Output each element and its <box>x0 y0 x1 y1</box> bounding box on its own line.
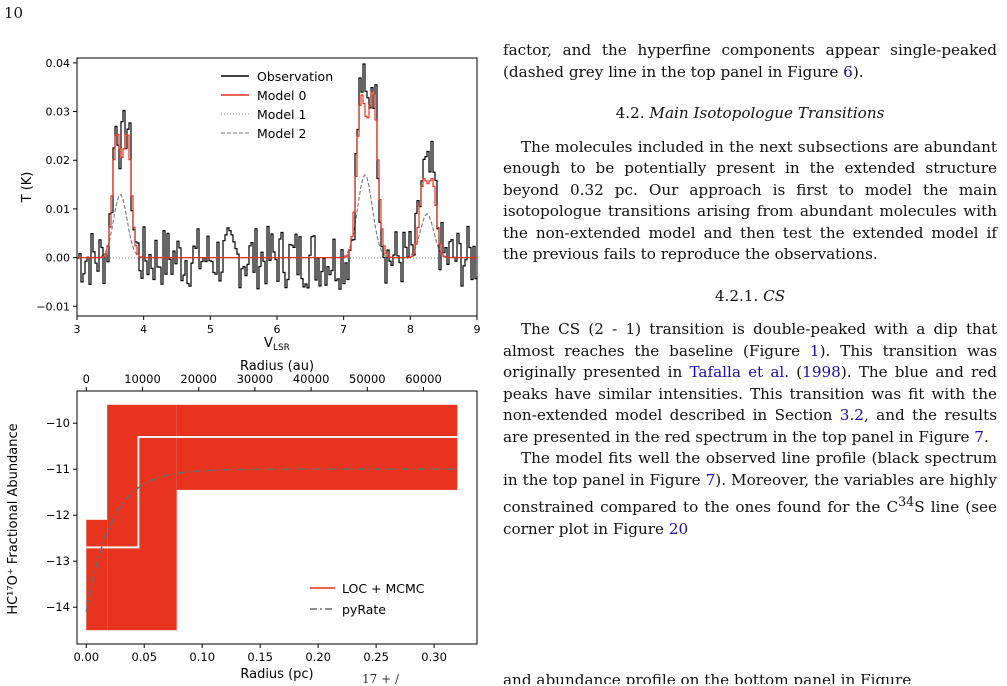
paragraph-1: The molecules included in the next subse… <box>503 137 997 264</box>
bottom-y-label: HC¹⁷O⁺ Fractional Abundance <box>6 423 21 614</box>
top-x-label: VLSR <box>264 336 290 353</box>
paragraph-3-cut-line: and abundance profile on the bottom pane… <box>503 671 912 684</box>
bottom-x-label: Radius (pc) <box>240 667 313 682</box>
legend-loc-mcmc: LOC + MCMC <box>342 581 425 596</box>
top-y-tick-label: 0.04 <box>46 57 71 70</box>
bottom-y-tick-label: −14 <box>46 600 70 614</box>
band-segment <box>86 519 108 631</box>
model-0-line <box>77 91 477 259</box>
bottom-top-tick-label: 50000 <box>349 372 386 386</box>
bottom-top-tick-label: 30000 <box>237 372 274 386</box>
top-legend: Observation Model 0 Model 1 Model 2 <box>221 69 333 141</box>
link-figure-20[interactable]: 20 <box>668 519 689 538</box>
link-1998[interactable]: 1998 <box>802 363 841 381</box>
legend-model-1: Model 1 <box>257 107 306 122</box>
link-figure-6[interactable]: 6 <box>843 62 853 81</box>
bottom-y-ticks: −10 −11 −12 −13 −14 <box>46 416 77 614</box>
bottom-top-tick-label: 40000 <box>293 372 330 386</box>
model-2-line <box>77 173 477 259</box>
legend-pyrate: pyRate <box>342 602 386 617</box>
top-y-tick-label: 0.00 <box>46 252 71 265</box>
top-x-ticks: 3 4 5 6 7 8 9 <box>74 316 481 336</box>
top-y-tick-label: 0.02 <box>46 154 71 167</box>
bottom-legend: LOC + MCMC pyRate <box>310 581 425 617</box>
link-section-3-2[interactable]: 3.2 <box>839 406 864 424</box>
bottom-y-tick-label: −12 <box>46 508 70 522</box>
pyrate-line <box>85 468 458 612</box>
bottom-y-tick-label: −11 <box>46 462 70 476</box>
figure-caption-cut: 17 + / <box>362 672 399 686</box>
link-tafalla[interactable]: Tafalla et al. <box>689 363 790 381</box>
bottom-x-tick-label: 0.15 <box>247 650 273 664</box>
link-figure-7[interactable]: 7 <box>974 427 984 446</box>
top-x-tick-label: 8 <box>407 323 414 336</box>
top-x-tick-label: 5 <box>207 323 214 336</box>
bottom-y-tick-label: −13 <box>46 554 70 568</box>
link-figure-1[interactable]: 1 <box>809 341 820 360</box>
bottom-x-tick-label: 0.00 <box>73 650 99 664</box>
bottom-x-tick-label: 0.25 <box>363 650 389 664</box>
bottom-x-tick-label: 0.05 <box>131 650 157 664</box>
bottom-top-ticks: 0 10000 20000 30000 40000 50000 60000 <box>83 372 442 391</box>
bottom-panel: Radius (au) −10 −11 −12 −13 −14 0.00 0.05 0.10… <box>6 359 478 682</box>
top-y-tick-label: 0.01 <box>46 203 71 216</box>
top-x-tick-label: 9 <box>474 323 481 336</box>
top-y-tick-label: −0.01 <box>36 300 70 313</box>
bottom-top-axis-label: Radius (au) <box>240 359 314 374</box>
bottom-top-tick-label: 20000 <box>180 372 217 386</box>
bottom-top-tick-label: 60000 <box>405 372 442 386</box>
loc-mcmc-line <box>86 436 458 549</box>
bottom-plot-frame <box>76 390 478 645</box>
text-column: factor, and the hyperfine components app… <box>503 40 997 540</box>
bottom-x-ticks: 0.00 0.05 0.10 0.15 0.20 0.25 0.30 <box>73 644 447 664</box>
section-4-2-heading: 4.2. Main Isotopologue Transitions <box>615 104 885 122</box>
bottom-x-tick-label: 0.30 <box>421 650 447 664</box>
legend-model-0: Model 0 <box>257 88 307 103</box>
paragraph-0: factor, and the hyperfine components app… <box>503 41 997 81</box>
bottom-top-tick-label: 0 <box>83 372 90 386</box>
top-x-tick-label: 6 <box>274 323 281 336</box>
band-segment <box>107 404 177 631</box>
legend-model-2: Model 2 <box>257 126 306 141</box>
top-x-tick-label: 4 <box>140 323 147 336</box>
top-y-ticks: 0.04 0.03 0.02 0.01 0.00 −0.01 <box>36 57 77 313</box>
top-x-tick-label: 7 <box>340 323 347 336</box>
observation-line <box>77 63 478 290</box>
page-number: 10 <box>4 4 24 22</box>
bottom-y-tick-label: −10 <box>46 416 70 430</box>
link-figure-7b[interactable]: 7 <box>705 470 716 489</box>
bottom-x-tick-label: 0.20 <box>305 650 331 664</box>
paragraph-2: The CS (2 - 1) transition is double-peak… <box>503 320 998 446</box>
band-segment <box>176 404 458 490</box>
bottom-x-tick-label: 0.10 <box>189 650 215 664</box>
section-4-2-1-heading: 4.2.1. CS <box>714 286 786 305</box>
top-x-tick-label: 3 <box>74 323 81 336</box>
top-y-tick-label: 0.03 <box>46 106 71 119</box>
top-y-label: T (K) <box>20 172 35 204</box>
paragraph-3: The model fits well the observed line pr… <box>503 449 997 538</box>
legend-observation: Observation <box>257 69 333 84</box>
uncertainty-band <box>86 404 458 631</box>
bottom-top-tick-label: 10000 <box>124 372 161 386</box>
